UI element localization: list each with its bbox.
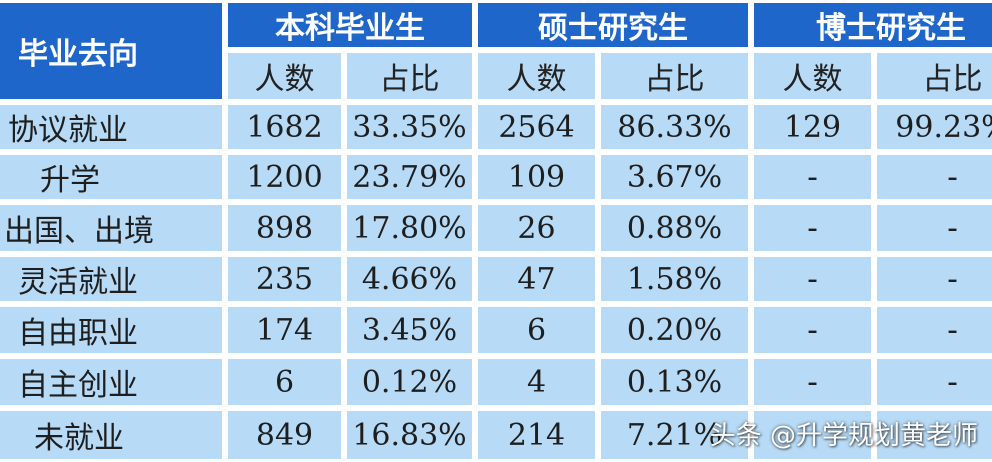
table-cell: - (754, 152, 871, 202)
table-cell: 7.21% (601, 408, 748, 462)
table-cell: 3.45% (347, 304, 472, 356)
table-cell: - (754, 202, 871, 254)
table-cell: - (877, 202, 992, 254)
table-cell: 849 (228, 408, 341, 462)
table-cell: 1.58% (601, 254, 748, 304)
group-header-undergrad: 本科毕业生 (228, 0, 472, 50)
table-cell: 214 (478, 408, 595, 462)
table-cell: 47 (478, 254, 595, 304)
table-cell: 0.13% (601, 356, 748, 408)
table-cell: - (877, 254, 992, 304)
row-label: 升学 (0, 152, 222, 202)
group-header-master: 硕士研究生 (478, 0, 748, 50)
subheader-ratio: 占比 (347, 50, 472, 102)
table-cell (877, 408, 992, 462)
subheader-ratio: 占比 (877, 50, 992, 102)
row-label: 出国、出境 (0, 202, 222, 254)
row-label: 未就业 (0, 408, 222, 462)
table-cell: 129 (754, 102, 871, 152)
table-cell: 0.20% (601, 304, 748, 356)
table-cell: 23.79% (347, 152, 472, 202)
table-cell (754, 408, 871, 462)
table-cell: - (754, 254, 871, 304)
table-cell: - (877, 356, 992, 408)
table-cell: 99.23% (877, 102, 992, 152)
table-cell: 17.80% (347, 202, 472, 254)
watermark: 头条 @升学规划黄老师 (709, 421, 978, 451)
table-cell: 4 (478, 356, 595, 408)
table-cell: 174 (228, 304, 341, 356)
row-label: 自由职业 (0, 304, 222, 356)
table-cell: 109 (478, 152, 595, 202)
row-label: 灵活就业 (0, 254, 222, 304)
table-cell: 26 (478, 202, 595, 254)
table-cell: 1200 (228, 152, 341, 202)
table-cell: 0.12% (347, 356, 472, 408)
table-cell: 6 (228, 356, 341, 408)
table-cell: 898 (228, 202, 341, 254)
table-cell: 33.35% (347, 102, 472, 152)
table-cell: 16.83% (347, 408, 472, 462)
table-cell: 1682 (228, 102, 341, 152)
corner-header: 毕业去向 (0, 0, 222, 102)
table-cell: 86.33% (601, 102, 748, 152)
subheader-count: 人数 (228, 50, 341, 102)
table-cell: 4.66% (347, 254, 472, 304)
table-cell: 2564 (478, 102, 595, 152)
table-cell: - (877, 152, 992, 202)
subheader-count: 人数 (754, 50, 871, 102)
subheader-count: 人数 (478, 50, 595, 102)
table-cell: - (877, 304, 992, 356)
row-label: 协议就业 (0, 102, 222, 152)
table-cell: 235 (228, 254, 341, 304)
table-cell: 3.67% (601, 152, 748, 202)
subheader-ratio: 占比 (601, 50, 748, 102)
table-cell: - (754, 304, 871, 356)
table-cell: - (754, 356, 871, 408)
table-cell: 0.88% (601, 202, 748, 254)
row-label: 自主创业 (0, 356, 222, 408)
group-header-phd: 博士研究生 (754, 0, 992, 50)
table-cell: 6 (478, 304, 595, 356)
